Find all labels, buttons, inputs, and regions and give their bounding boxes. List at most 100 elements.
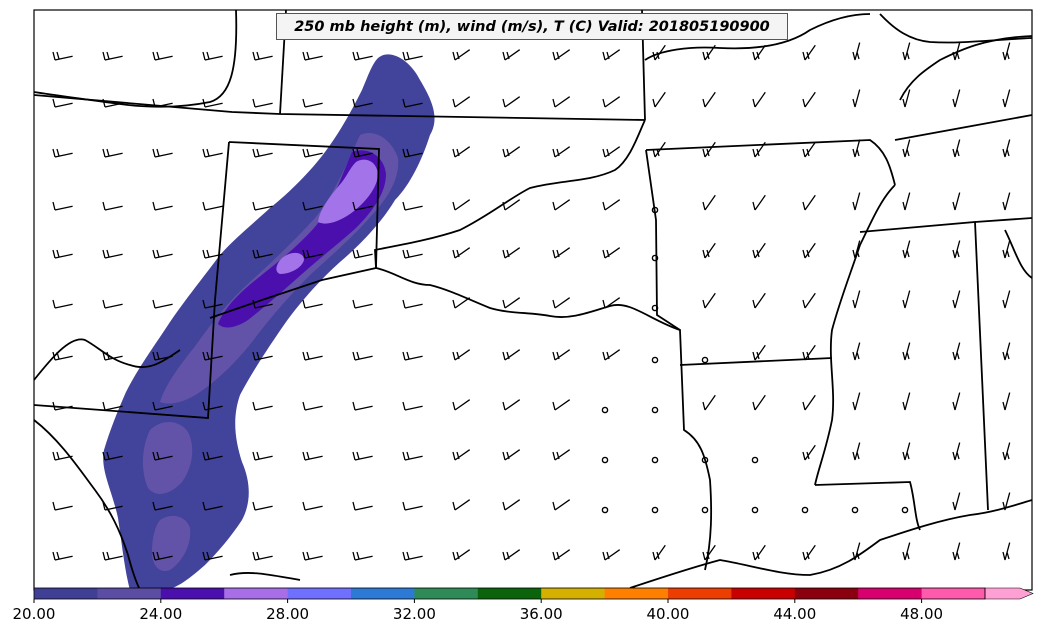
- wind-barb: [802, 91, 816, 108]
- wind-barb: [552, 49, 571, 61]
- wind-barb: [502, 297, 521, 309]
- wind-barb: [1002, 442, 1011, 461]
- wind-barb: [102, 148, 123, 158]
- wind-barb: [152, 148, 173, 158]
- wind-barb: [902, 542, 911, 561]
- wind-barb: [152, 551, 173, 561]
- wind-barb: [352, 401, 373, 411]
- wind-barb: [602, 247, 621, 259]
- wind-barb: [602, 297, 621, 309]
- wind-barb: [352, 451, 373, 461]
- wind-barb: [502, 49, 521, 61]
- colorbar-segment: [477, 588, 542, 599]
- wind-barb: [452, 297, 471, 309]
- calm-circle: [701, 506, 709, 514]
- calm-circle: [851, 506, 859, 514]
- wind-barb: [252, 451, 273, 461]
- boundary-ms-river: [814, 184, 896, 486]
- wind-barb: [802, 242, 816, 259]
- wind-barb: [252, 201, 273, 211]
- wind-barb: [1002, 290, 1011, 309]
- wind-barb: [352, 98, 373, 108]
- wind-barb: [602, 349, 621, 361]
- wind-barb: [802, 444, 816, 461]
- wind-barb: [152, 299, 173, 309]
- wind-barb: [252, 249, 273, 259]
- wind-barb: [152, 501, 173, 511]
- calm-circle: [801, 506, 809, 514]
- calm-wind-circles: [601, 206, 909, 514]
- wind-barb: [502, 349, 521, 361]
- wind-barb: [302, 249, 323, 259]
- wind-barb: [202, 249, 223, 259]
- wind-barb: [352, 148, 373, 158]
- wind-barb: [602, 96, 621, 108]
- wind-barb: [1002, 139, 1011, 158]
- boundary-gulf-coast: [629, 499, 1033, 589]
- wind-barb: [502, 247, 521, 259]
- calm-circle: [651, 506, 659, 514]
- wind-barb: [102, 551, 123, 561]
- colorbar-segment: [921, 588, 986, 599]
- wind-barb: [102, 501, 123, 511]
- boundary-ky: [974, 217, 1033, 223]
- wind-barb: [252, 351, 273, 361]
- shading-outer: [103, 54, 435, 590]
- colorbar-tick-label: 44.00: [773, 605, 816, 623]
- wind-barb: [852, 442, 861, 461]
- wind-barb: [552, 499, 571, 511]
- boundary-coast-south: [229, 572, 301, 581]
- wind-barb: [302, 299, 323, 309]
- wind-barb: [502, 399, 521, 411]
- wind-barb: [552, 146, 571, 158]
- wind-barb: [752, 292, 766, 309]
- wind-barb: [1002, 192, 1011, 211]
- wind-barb: [952, 342, 961, 361]
- wind-barbs: [52, 42, 1011, 561]
- wind-barb: [52, 351, 73, 361]
- wind-barb: [452, 349, 471, 361]
- wind-barb: [752, 91, 766, 108]
- wind-barb: [952, 139, 961, 158]
- wind-barb: [852, 192, 861, 211]
- boundary-ms-al: [859, 221, 989, 511]
- wind-barb: [802, 394, 816, 411]
- wind-barb: [152, 51, 173, 61]
- calm-circle: [751, 506, 759, 514]
- wind-barb: [302, 351, 323, 361]
- wind-barb: [652, 91, 666, 108]
- calm-circle: [601, 506, 609, 514]
- wind-barb: [352, 51, 373, 61]
- wind-barb: [952, 392, 961, 411]
- wind-barb: [402, 551, 423, 561]
- wind-barb: [1002, 542, 1011, 561]
- colorbar-tick-label: 36.00: [520, 605, 563, 623]
- calm-circle: [651, 456, 659, 464]
- wind-barb: [402, 51, 423, 61]
- wind-barb: [852, 290, 861, 309]
- wind-barb: [502, 96, 521, 108]
- wind-barb: [52, 501, 73, 511]
- wind-barb: [102, 201, 123, 211]
- wind-barb: [602, 146, 621, 158]
- wind-barb: [252, 148, 273, 158]
- wind-barb: [302, 98, 323, 108]
- wind-barb: [52, 148, 73, 158]
- wind-barb: [1002, 342, 1011, 361]
- colorbar-segment: [351, 588, 415, 599]
- wind-barb: [752, 242, 766, 259]
- wind-barb: [902, 392, 911, 411]
- colorbar-segment: [224, 588, 289, 599]
- wind-barb: [202, 299, 223, 309]
- wind-barb: [502, 499, 521, 511]
- wind-barb: [852, 89, 861, 108]
- wind-barb: [452, 247, 471, 259]
- wind-barb: [602, 49, 621, 61]
- colorbar-segment: [287, 588, 352, 599]
- wind-barb: [252, 299, 273, 309]
- wind-barb: [352, 201, 373, 211]
- wind-barb: [752, 344, 766, 361]
- wind-barb: [202, 148, 223, 158]
- wind-barb: [652, 544, 666, 561]
